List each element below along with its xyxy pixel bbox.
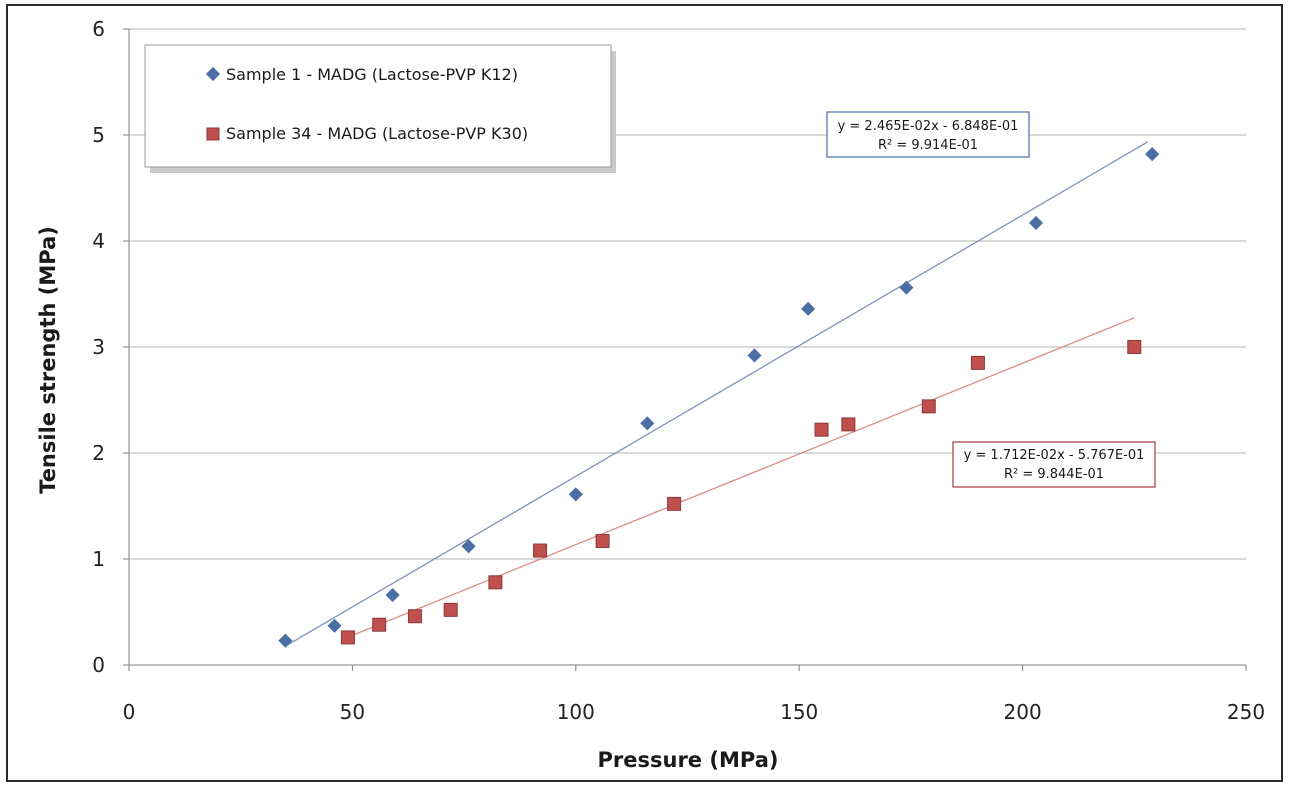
x-tick-label: 50 bbox=[340, 700, 365, 724]
equation-text-series-2: y = 1.712E-02x - 5.767E-01 bbox=[964, 448, 1145, 463]
legend-box bbox=[144, 44, 612, 168]
data-point-series-1 bbox=[1028, 215, 1044, 231]
data-point-series-2 bbox=[921, 399, 936, 414]
trendline-label-series-1: y = 2.465E-02x - 6.848E-01 R² = 9.914E-0… bbox=[826, 111, 1030, 158]
equation-text-series-1: y = 2.465E-02x - 6.848E-01 bbox=[838, 119, 1019, 134]
x-tick-label: 100 bbox=[557, 700, 595, 724]
x-axis-title: Pressure (MPa) bbox=[598, 748, 779, 772]
equation-box-series-2 bbox=[952, 441, 1156, 488]
data-point-series-1 bbox=[327, 618, 342, 633]
data-point-series-2 bbox=[340, 630, 355, 645]
data-points bbox=[278, 147, 1160, 648]
data-point-series-1 bbox=[568, 487, 583, 502]
legend: Sample 1 - MADG (Lactose-PVP K12) Sample… bbox=[144, 44, 616, 173]
y-tick-label: 3 bbox=[92, 335, 105, 359]
data-point-series-2 bbox=[595, 533, 610, 548]
data-point-series-2 bbox=[533, 543, 548, 558]
data-point-series-1 bbox=[278, 633, 293, 648]
y-tick-label: 1 bbox=[92, 547, 105, 571]
data-point-series-2 bbox=[407, 609, 422, 624]
legend-label-series-1: Sample 1 - MADG (Lactose-PVP K12) bbox=[226, 65, 518, 84]
data-point-series-2 bbox=[1127, 340, 1142, 354]
x-tick-label: 250 bbox=[1227, 700, 1265, 724]
data-point-series-1 bbox=[801, 301, 816, 316]
data-point-series-1 bbox=[461, 539, 476, 554]
y-axis-title: Tensile strength (MPa) bbox=[36, 226, 60, 494]
trendlines bbox=[285, 141, 1149, 647]
r2-text-series-1: R² = 9.914E-01 bbox=[878, 138, 978, 153]
data-point-series-2 bbox=[372, 617, 387, 632]
y-tick-label: 6 bbox=[92, 17, 105, 41]
data-point-series-1 bbox=[899, 280, 914, 295]
data-point-series-1 bbox=[1145, 147, 1160, 162]
trendline-label-series-2: y = 1.712E-02x - 5.767E-01 R² = 9.844E-0… bbox=[952, 441, 1156, 488]
data-point-series-2 bbox=[443, 602, 458, 617]
x-tick-label: 0 bbox=[123, 700, 136, 724]
tick-labels: 0 1 2 3 4 5 6 0 50 100 150 200 250 bbox=[92, 17, 1265, 724]
y-tick-label: 5 bbox=[92, 123, 105, 147]
data-point-series-2 bbox=[667, 496, 682, 511]
data-point-series-2 bbox=[841, 417, 856, 432]
legend-marker-square bbox=[206, 127, 220, 141]
x-tick-label: 200 bbox=[1004, 700, 1042, 724]
y-tick-label: 0 bbox=[92, 653, 105, 677]
x-tick-label: 150 bbox=[780, 700, 818, 724]
data-point-series-2 bbox=[970, 355, 985, 370]
data-point-series-1 bbox=[640, 416, 655, 431]
trendline-series-1 bbox=[285, 141, 1149, 647]
legend-label-series-2: Sample 34 - MADG (Lactose-PVP K30) bbox=[226, 124, 528, 143]
y-tick-label: 4 bbox=[92, 229, 105, 253]
y-tick-label: 2 bbox=[92, 441, 105, 465]
data-point-series-2 bbox=[488, 575, 503, 590]
data-point-series-1 bbox=[747, 348, 762, 363]
data-point-series-2 bbox=[814, 422, 829, 437]
r2-text-series-2: R² = 9.844E-01 bbox=[1004, 467, 1104, 482]
data-point-series-1 bbox=[385, 587, 400, 603]
trendline-series-2 bbox=[343, 317, 1135, 640]
equation-box-series-1 bbox=[826, 111, 1030, 158]
